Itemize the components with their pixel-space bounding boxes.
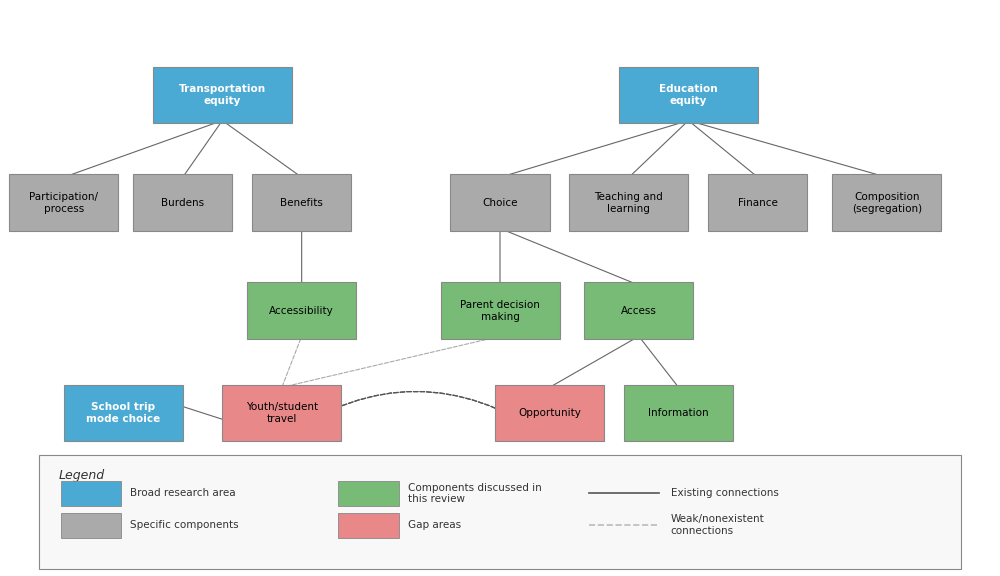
Text: Teaching and
learning: Teaching and learning (595, 192, 663, 214)
Text: Broad research area: Broad research area (130, 488, 236, 498)
Text: Opportunity: Opportunity (518, 408, 581, 418)
FancyBboxPatch shape (252, 175, 351, 231)
FancyBboxPatch shape (9, 175, 118, 231)
Text: Gap areas: Gap areas (408, 520, 461, 530)
FancyBboxPatch shape (624, 385, 733, 441)
FancyBboxPatch shape (338, 513, 399, 538)
Text: Choice: Choice (482, 198, 518, 208)
FancyBboxPatch shape (222, 385, 341, 441)
FancyBboxPatch shape (495, 385, 604, 441)
FancyBboxPatch shape (61, 513, 121, 538)
FancyBboxPatch shape (64, 385, 183, 441)
FancyBboxPatch shape (153, 67, 292, 123)
Text: Legend: Legend (59, 468, 105, 482)
Text: Access: Access (621, 306, 657, 316)
Text: Information: Information (648, 408, 709, 418)
FancyBboxPatch shape (338, 481, 399, 506)
Text: School trip
mode choice: School trip mode choice (86, 402, 160, 424)
Text: Parent decision
making: Parent decision making (460, 300, 540, 321)
Text: Composition
(segregation): Composition (segregation) (852, 192, 922, 214)
FancyBboxPatch shape (441, 282, 560, 339)
FancyBboxPatch shape (61, 481, 121, 506)
Text: Benefits: Benefits (280, 198, 323, 208)
Text: Components discussed in
this review: Components discussed in this review (408, 483, 542, 505)
FancyBboxPatch shape (133, 175, 232, 231)
Text: Accessibility: Accessibility (269, 306, 334, 316)
FancyBboxPatch shape (247, 282, 356, 339)
FancyBboxPatch shape (450, 175, 550, 231)
Text: Weak/nonexistent
connections: Weak/nonexistent connections (671, 514, 764, 536)
FancyBboxPatch shape (619, 67, 758, 123)
Text: Burdens: Burdens (161, 198, 204, 208)
Text: Finance: Finance (738, 198, 778, 208)
FancyBboxPatch shape (569, 175, 688, 231)
Text: Transportation
equity: Transportation equity (179, 84, 266, 106)
FancyBboxPatch shape (708, 175, 807, 231)
FancyBboxPatch shape (39, 456, 961, 569)
FancyBboxPatch shape (584, 282, 693, 339)
Text: Existing connections: Existing connections (671, 488, 778, 498)
Text: Youth/student
travel: Youth/student travel (246, 402, 318, 424)
Text: Participation/
process: Participation/ process (29, 192, 98, 214)
Text: Education
equity: Education equity (659, 84, 718, 106)
Text: Specific components: Specific components (130, 520, 239, 530)
Text: • Mobility justice •: • Mobility justice • (357, 478, 474, 490)
FancyBboxPatch shape (832, 175, 941, 231)
